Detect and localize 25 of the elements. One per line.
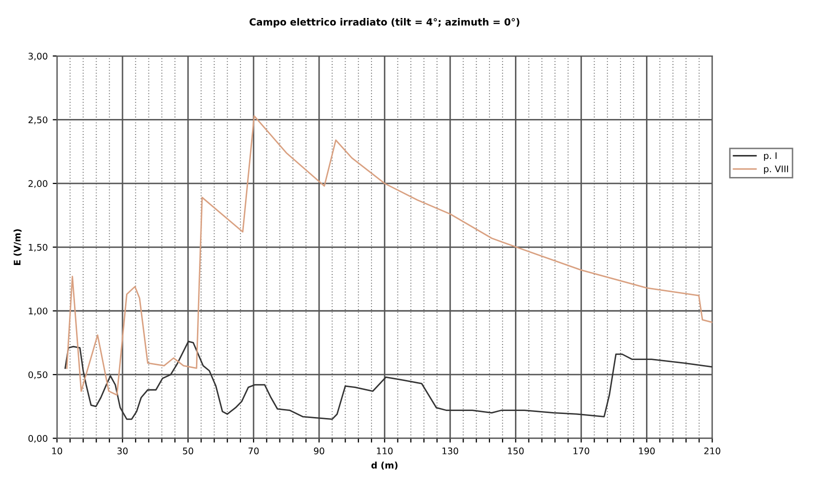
x-axis-title: d (m) xyxy=(371,462,398,470)
line-series xyxy=(64,340,712,420)
y-axis-title: E (V/m) xyxy=(14,229,22,265)
y-tick-label: 1,00 xyxy=(28,308,48,316)
y-tick-label: 0,50 xyxy=(28,371,48,380)
y-tick-label: 1,50 xyxy=(28,244,48,252)
line-series xyxy=(66,115,712,396)
x-tick-label: 70 xyxy=(248,447,259,454)
x-tick-label: 110 xyxy=(376,447,393,454)
chart-title: Campo elettrico irradiato (tilt = 4°; azimuth = 0°) xyxy=(250,18,520,28)
x-tick-label: 10 xyxy=(52,447,62,454)
x-tick-label: 90 xyxy=(314,447,324,454)
legend-label: p. VIII xyxy=(764,166,788,174)
x-tick-label: 190 xyxy=(639,447,655,454)
legend-label: p. I xyxy=(764,152,777,161)
x-tick-label: 30 xyxy=(117,447,128,454)
x-tick-label: 150 xyxy=(508,447,524,454)
x-tick-label: 210 xyxy=(704,447,720,454)
y-tick-label: 3,00 xyxy=(28,52,48,60)
y-tick-label: 0,00 xyxy=(28,435,48,443)
y-tick-label: 2,00 xyxy=(28,180,48,188)
y-tick-label: 2,50 xyxy=(28,116,48,124)
x-tick-label: 170 xyxy=(574,447,590,454)
x-tick-label: 50 xyxy=(182,447,194,454)
x-tick-label: 130 xyxy=(442,447,458,454)
